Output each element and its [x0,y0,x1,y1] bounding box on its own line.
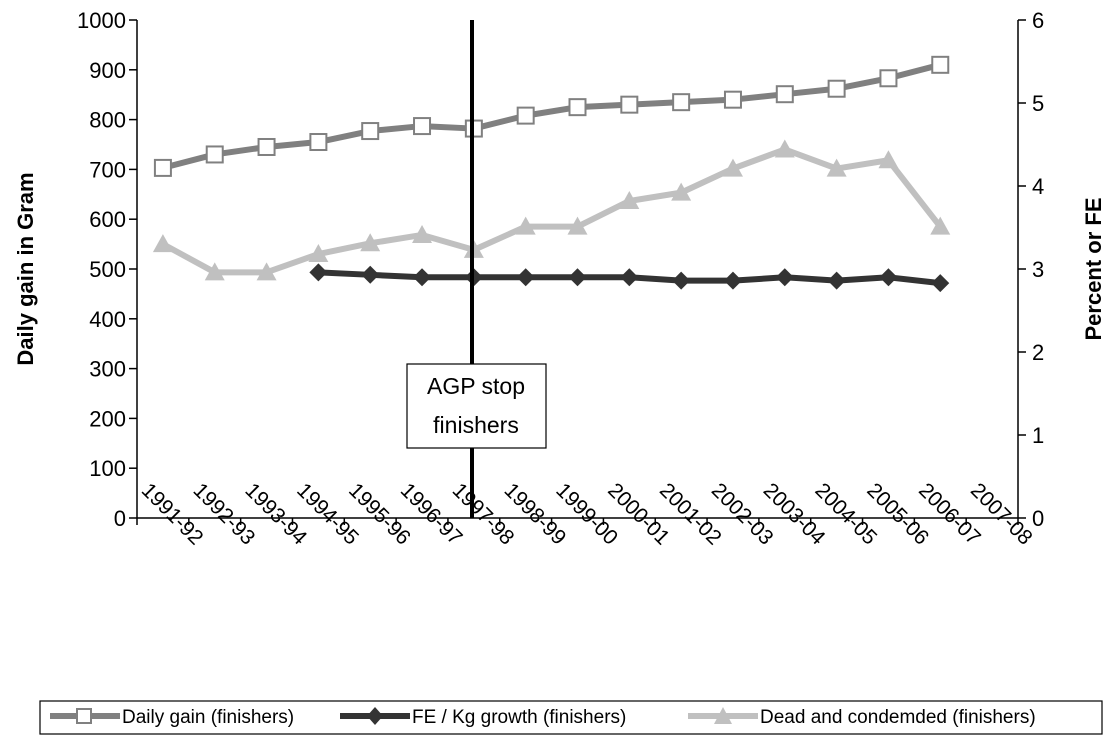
right-axis-ticks: 0 1 2 3 4 5 6 [1018,8,1044,531]
legend-box [39,700,1103,735]
data-point [257,137,276,156]
data-point [826,158,847,177]
legend-label-dead: Dead and condemded (finishers) [760,707,1036,728]
data-point [619,190,640,209]
data-point [152,234,173,253]
data-point [672,271,691,290]
data-point [360,233,381,252]
data-point [256,262,277,281]
data-point [672,93,691,112]
data-point [879,69,898,88]
left-tick-label: 300 [89,357,126,382]
data-point [620,268,639,287]
left-tick-label: 600 [89,207,126,232]
data-point [775,85,794,104]
data-point [775,268,794,287]
left-tick-label: 700 [89,157,126,182]
data-point [361,265,380,284]
data-point [413,268,432,287]
right-tick-label: 4 [1032,174,1044,199]
series-2 [152,139,951,281]
legend-item-daily-gain: Daily gain (finishers) [50,707,294,728]
legend-label-daily-gain: Daily gain (finishers) [122,707,294,728]
data-point [878,150,899,169]
left-tick-label: 900 [89,58,126,83]
data-point [568,268,587,287]
legend-label-fe: FE / Kg growth (finishers) [412,707,626,728]
right-tick-label: 0 [1032,506,1044,531]
right-tick-label: 6 [1032,8,1044,33]
left-axis-ticks: 0 100 200 300 400 500 600 700 800 900 1000 [77,8,137,531]
data-point [515,216,536,235]
data-point [204,262,225,281]
data-point [568,98,587,117]
data-point [879,268,898,287]
data-point [931,274,950,293]
left-tick-label: 0 [114,506,126,531]
legend-item-fe: FE / Kg growth (finishers) [340,707,626,728]
annotation-line2: finishers [433,412,519,438]
data-point [930,216,951,235]
data-point [722,158,743,177]
right-tick-label: 2 [1032,340,1044,365]
data-point [827,79,846,98]
right-axis-title: Percent or FE [1081,197,1106,340]
data-point [413,117,432,136]
data-point [723,90,742,109]
left-tick-label: 500 [89,257,126,282]
data-point [361,122,380,141]
legend: Daily gain (finishers) FE / Kg growth (f… [39,700,1103,735]
series-0 [153,55,950,177]
data-point [723,271,742,290]
data-point [774,139,795,158]
annotation-line1: AGP stop [427,373,525,399]
data-point [308,244,329,263]
x-axis-ticks: 1991-921992-931993-941994-951995-961996-… [136,479,1037,550]
data-point [931,55,950,74]
square-marker-icon [76,708,92,724]
diamond-marker-icon [367,707,383,725]
triangle-marker-icon [714,707,732,724]
right-tick-label: 1 [1032,423,1044,448]
data-point [205,145,224,164]
left-tick-label: 200 [89,406,126,431]
left-tick-label: 800 [89,108,126,133]
data-point [671,182,692,201]
left-tick-label: 1000 [77,8,126,33]
data-point [620,95,639,114]
legend-item-dead: Dead and condemded (finishers) [688,707,1036,728]
series-line [161,146,943,276]
data-point [153,158,172,177]
left-axis-title: Daily gain in Gram [13,172,38,365]
right-tick-label: 5 [1032,91,1044,116]
data-point [309,263,328,282]
annotation-box [406,363,547,449]
data-point [309,133,328,152]
data-point [412,224,433,243]
left-tick-label: 100 [89,456,126,481]
data-point [567,216,588,235]
series-line [162,61,942,171]
data-point [827,271,846,290]
right-tick-label: 3 [1032,257,1044,282]
data-point [516,106,535,125]
series-layer [152,55,951,293]
data-point [516,268,535,287]
left-tick-label: 400 [89,307,126,332]
series-1 [309,263,950,293]
